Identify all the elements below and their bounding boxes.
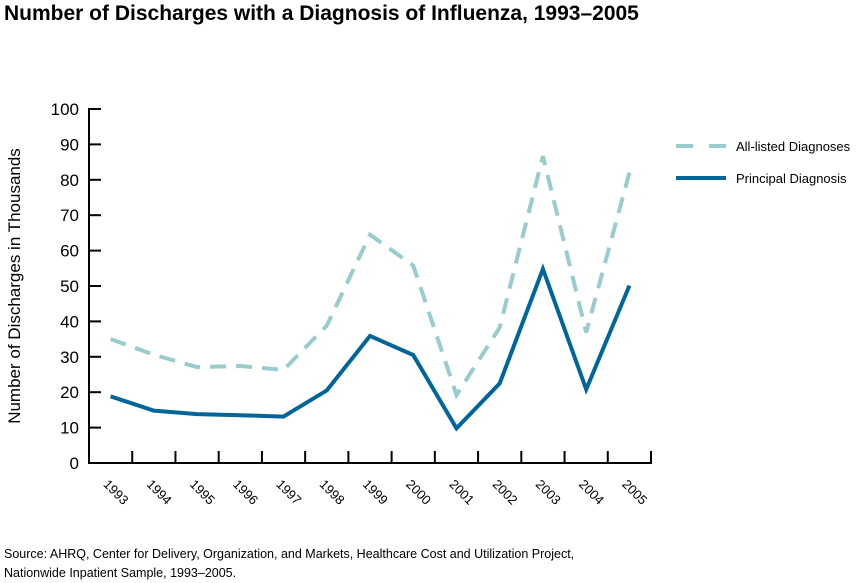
y-tick-label: 70 bbox=[60, 206, 79, 225]
legend-label: Principal Diagnosis bbox=[736, 171, 847, 186]
series-line-all-listed bbox=[111, 156, 630, 395]
x-tick-label: 2000 bbox=[403, 477, 434, 508]
source-line-2: Nationwide Inpatient Sample, 1993–2005. bbox=[4, 564, 574, 583]
x-tick-label: 2003 bbox=[533, 477, 564, 508]
x-tick-label: 2005 bbox=[619, 477, 650, 508]
y-tick-label: 60 bbox=[60, 242, 79, 261]
legend-label: All-listed Diagnoses bbox=[736, 139, 851, 154]
x-tick-label: 1998 bbox=[317, 477, 348, 508]
y-tick-label: 50 bbox=[60, 277, 79, 296]
x-tick-label: 2004 bbox=[576, 477, 607, 508]
x-tick-label: 1997 bbox=[273, 477, 304, 508]
y-tick-label: 10 bbox=[60, 419, 79, 438]
y-tick-label: 80 bbox=[60, 171, 79, 190]
x-tick-label: 2001 bbox=[446, 477, 477, 508]
y-tick-label: 100 bbox=[51, 100, 79, 119]
x-tick-label: 1995 bbox=[187, 477, 218, 508]
x-tick-label: 1996 bbox=[230, 477, 261, 508]
y-tick-label: 0 bbox=[70, 454, 79, 473]
y-tick-label: 20 bbox=[60, 383, 79, 402]
y-axis-label: Number of Discharges in Thousands bbox=[5, 148, 24, 424]
x-tick-label: 2002 bbox=[490, 477, 521, 508]
x-tick-label: 1994 bbox=[144, 477, 175, 508]
source-line-1: Source: AHRQ, Center for Delivery, Organ… bbox=[4, 545, 574, 564]
y-tick-label: 40 bbox=[60, 312, 79, 331]
x-tick-label: 1993 bbox=[100, 477, 131, 508]
source-note: Source: AHRQ, Center for Delivery, Organ… bbox=[4, 545, 574, 583]
y-tick-label: 90 bbox=[60, 135, 79, 154]
y-tick-label: 30 bbox=[60, 348, 79, 367]
series-line-principal bbox=[111, 269, 630, 428]
x-tick-label: 1999 bbox=[360, 477, 391, 508]
